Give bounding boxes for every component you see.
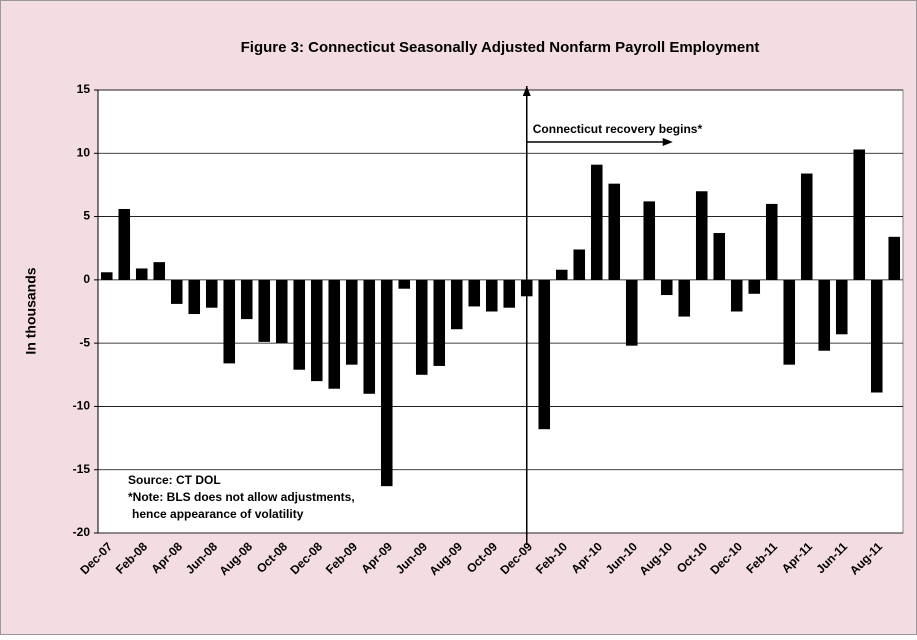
bar xyxy=(468,279,481,307)
bar xyxy=(590,164,603,280)
bar xyxy=(695,191,708,280)
bar xyxy=(888,236,901,280)
bar xyxy=(293,279,306,370)
y-tick-label: 10 xyxy=(77,145,91,159)
bar xyxy=(363,279,376,394)
bar xyxy=(538,279,551,430)
bar xyxy=(748,279,761,294)
bar xyxy=(275,279,288,344)
bar xyxy=(258,279,271,342)
y-tick-label: 15 xyxy=(77,82,91,96)
y-tick-label: -5 xyxy=(79,335,90,349)
bar xyxy=(450,279,463,330)
bar xyxy=(765,203,778,280)
bar xyxy=(328,279,341,389)
bar xyxy=(433,279,446,366)
bar xyxy=(100,272,113,280)
bar xyxy=(643,201,656,280)
plot-area xyxy=(97,89,904,534)
bar xyxy=(170,279,183,304)
note: Source: CT DOL xyxy=(128,473,221,487)
y-axis-label: In thousands xyxy=(23,267,39,354)
bar xyxy=(188,279,201,315)
bar xyxy=(503,279,516,308)
bar xyxy=(730,279,743,312)
bar xyxy=(118,208,131,280)
bar xyxy=(573,249,586,280)
y-tick-label: -20 xyxy=(73,525,91,539)
bar xyxy=(818,279,831,351)
bar xyxy=(608,183,621,280)
note: hence appearance of volatility xyxy=(132,507,304,521)
recovery-line-arrowhead xyxy=(522,86,531,96)
bar xyxy=(870,279,883,393)
bar xyxy=(660,279,673,296)
chart-title: Figure 3: Connecticut Seasonally Adjuste… xyxy=(241,39,760,56)
bar xyxy=(398,279,411,289)
bar xyxy=(310,279,323,382)
bar xyxy=(415,279,428,375)
bar xyxy=(380,279,393,487)
bar xyxy=(853,149,866,280)
bar xyxy=(223,279,236,364)
bar xyxy=(153,262,166,280)
y-tick-label: -15 xyxy=(73,462,91,476)
bar xyxy=(678,279,691,317)
bar xyxy=(345,279,358,365)
bar xyxy=(800,173,813,280)
bar xyxy=(713,233,726,280)
bar xyxy=(835,279,848,335)
bar xyxy=(555,269,568,280)
bar xyxy=(135,268,148,280)
recovery-arrowhead xyxy=(662,138,673,146)
bar xyxy=(625,279,638,346)
y-tick-label: -10 xyxy=(73,399,91,413)
bar xyxy=(240,279,253,320)
annotation: Connecticut recovery begins* xyxy=(533,122,703,136)
bar xyxy=(485,279,498,312)
y-tick-label: 5 xyxy=(83,209,90,223)
bar xyxy=(205,279,218,308)
note: *Note: BLS does not allow adjustments, xyxy=(128,490,355,504)
y-tick-label: 0 xyxy=(83,272,90,286)
bar xyxy=(783,279,796,365)
